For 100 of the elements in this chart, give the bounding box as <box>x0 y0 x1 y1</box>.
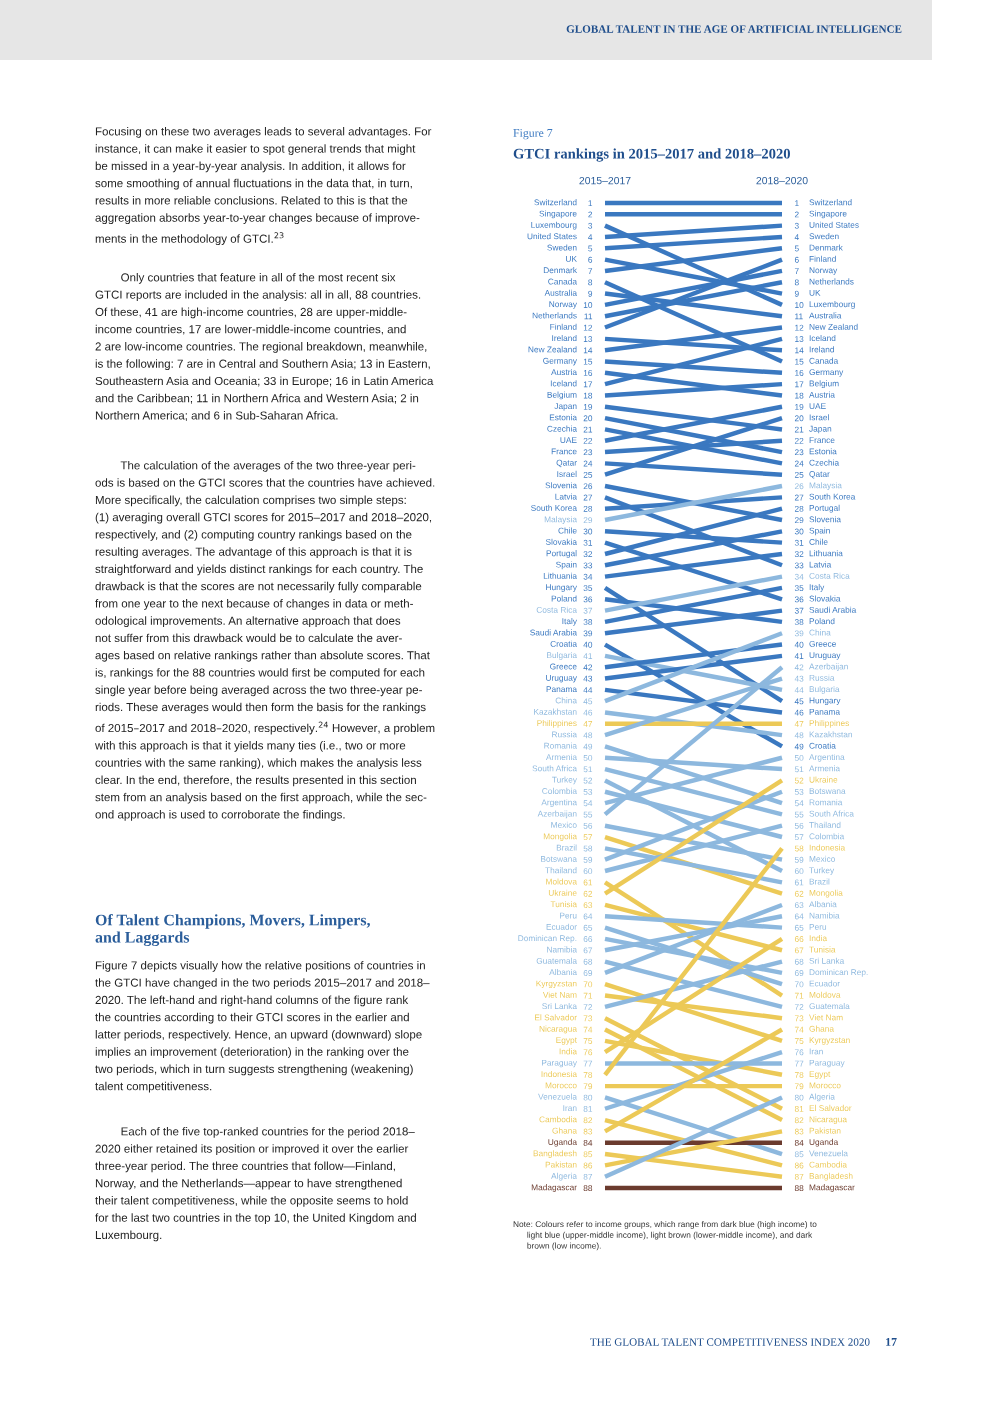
text: Bangladesh <box>809 1172 853 1181</box>
text: Australia <box>544 289 577 296</box>
text: Kazakhstan <box>534 708 577 715</box>
y2-tick-label: 16 <box>795 370 804 376</box>
y-tick-label: 67 <box>583 947 593 954</box>
y-tick-label: 18 <box>583 392 593 399</box>
text: Israel <box>809 414 829 421</box>
text: Iceland <box>809 334 836 342</box>
y-tick-label: 4 <box>588 234 593 240</box>
y-tick-label: 44 <box>583 687 593 693</box>
y2-tick-label: 27 <box>794 494 804 501</box>
y-tick-label: 43 <box>583 675 593 682</box>
chart-title: GTCI rankings in 2015–2017 and 2018–2020 <box>513 148 790 162</box>
y2-tick-label: 32 <box>794 551 804 558</box>
y2-tick-label: 39 <box>794 630 804 637</box>
y-tick-label: 37 <box>583 607 593 614</box>
x-tick-label: 2015–2017 <box>579 176 631 185</box>
y-tick-label: 14 <box>583 347 593 354</box>
y2-tick-label: 79 <box>794 1083 804 1090</box>
y2-tick-label: 82 <box>794 1117 804 1124</box>
text: Iceland <box>550 380 577 387</box>
text: Poland <box>551 595 577 602</box>
text: Latvia <box>555 493 577 500</box>
text: Portugal <box>809 504 840 513</box>
y2-tick-label: 11 <box>795 313 803 320</box>
y2-tick-label: 30 <box>794 528 804 535</box>
text: Austria <box>551 368 577 376</box>
y-tick-label: 62 <box>583 890 593 897</box>
y-tick-label: 36 <box>583 596 593 603</box>
text: Peru <box>560 912 577 919</box>
text: Sri Lanka <box>809 957 845 964</box>
text: Armenia <box>545 753 577 761</box>
y-tick-label: 72 <box>583 1004 593 1010</box>
text: Egypt <box>809 1071 831 1079</box>
y-tick-label: 38 <box>583 619 593 626</box>
text: Costa Rica <box>536 606 577 613</box>
text: Viet Nam <box>542 991 577 998</box>
text: Canada <box>809 357 839 364</box>
text: Croatia <box>550 640 577 647</box>
text: Ecuador <box>546 923 577 930</box>
y2-tick-label: 81 <box>794 1105 804 1112</box>
y2-tick-label: 8 <box>794 279 799 286</box>
y2-tick-label: 77 <box>794 1060 804 1067</box>
text: Of Talent Champions, Movers, Limpers, and Laggards <box>95 914 370 947</box>
text: United States <box>527 233 577 240</box>
y-tick-label: 77 <box>583 1060 593 1067</box>
y-tick-label: 24 <box>583 460 593 467</box>
y2-tick-label: 72 <box>794 1004 804 1010</box>
text: Canada <box>548 278 577 285</box>
y2-tick-label: 53 <box>794 788 804 795</box>
text: Azerbaijan <box>809 663 848 672</box>
y2-tick-label: 26 <box>794 483 804 490</box>
text: Uganda <box>548 1138 577 1147</box>
y-tick-label: 32 <box>583 551 593 558</box>
y-tick-label: 9 <box>588 290 593 297</box>
text: Kazakhstan <box>809 731 853 738</box>
text: Moldova <box>546 878 577 885</box>
text: Denmark <box>809 244 843 251</box>
y-tick-label: 34 <box>583 573 593 580</box>
text: UAE <box>809 403 826 410</box>
text: Kyrgyzstan <box>536 980 577 989</box>
text: Denmark <box>543 267 578 274</box>
y2-tick-label: 84 <box>794 1139 804 1146</box>
text: Brazil <box>556 844 577 851</box>
text: Panama <box>809 708 841 715</box>
y-tick-label: 20 <box>583 415 593 422</box>
y2-tick-label: 2 <box>794 211 799 218</box>
text: Uruguay <box>809 652 841 660</box>
text: El Salvador <box>535 1014 577 1021</box>
text: Mongolia <box>809 889 843 898</box>
y2-tick-label: 35 <box>794 585 804 592</box>
text: Tunisia <box>809 946 836 953</box>
y2-tick-label: 51 <box>794 766 804 773</box>
y-tick-label: 33 <box>583 562 593 569</box>
text: Guatemala <box>536 957 577 964</box>
y2-tick-label: 40 <box>794 641 804 648</box>
text: Belgium <box>547 391 577 400</box>
y-tick-label: 30 <box>583 528 593 535</box>
y-tick-label: 85 <box>583 1151 593 1158</box>
text: Namibia <box>547 946 577 953</box>
y-tick-label: 46 <box>583 709 593 716</box>
text: Israel <box>557 470 577 477</box>
text: Argentina <box>541 799 577 807</box>
text: Greece <box>809 640 836 647</box>
text: Turkey <box>552 776 577 785</box>
text: Singapore <box>809 210 847 219</box>
text: Egypt <box>556 1037 577 1045</box>
y2-tick-label: 60 <box>794 868 804 875</box>
y2-tick-label: 45 <box>794 698 804 705</box>
y2-tick-label: 38 <box>794 619 804 626</box>
y-tick-label: 19 <box>583 403 593 410</box>
y2-tick-label: 54 <box>794 800 804 807</box>
y-tick-label: 84 <box>583 1139 593 1146</box>
text: Paraguay <box>809 1059 845 1068</box>
y2-tick-label: 13 <box>795 336 804 342</box>
y-tick-label: 74 <box>583 1026 593 1033</box>
y-tick-label: 79 <box>583 1083 593 1090</box>
text: Botswana <box>809 788 846 794</box>
text: Hungary <box>546 584 577 592</box>
y-tick-label: 54 <box>583 800 593 807</box>
